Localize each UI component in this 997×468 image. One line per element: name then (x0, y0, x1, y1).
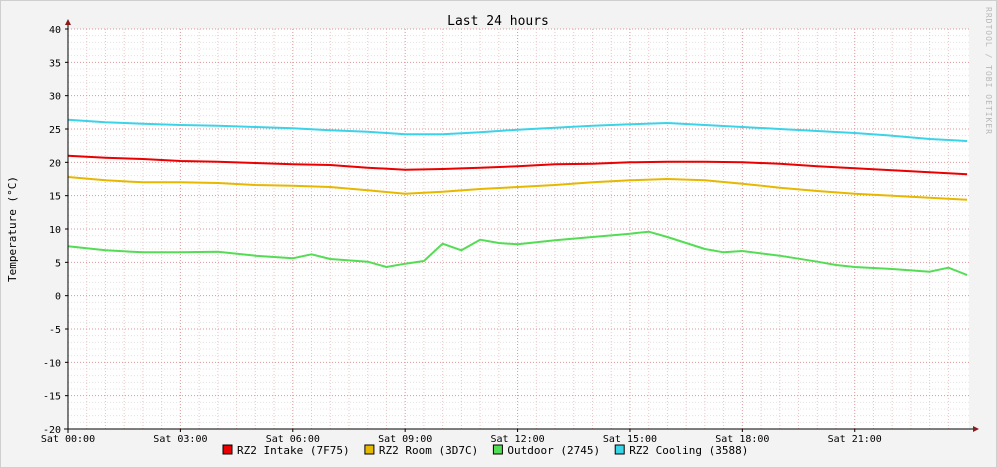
y-axis-label: Temperature (°C) (6, 176, 19, 282)
series-line-4 (67, 118, 968, 142)
legend-label-4: RZ2 Cooling (3588) (629, 444, 748, 457)
y-tick-label: -10 (43, 358, 61, 369)
x-tick-label: Sat 18:00 (715, 434, 769, 445)
y-tick-label: 0 (55, 292, 61, 303)
legend-swatch-2 (364, 444, 375, 455)
series-line-1 (67, 154, 968, 176)
y-tick-label: -15 (43, 392, 61, 403)
y-tick-label: 15 (49, 192, 61, 203)
x-tick-label: Sat 09:00 (378, 434, 432, 445)
x-axis-arrow (973, 426, 979, 432)
y-tick-label: 20 (49, 158, 61, 169)
legend-label-3: Outdoor (2745) (507, 444, 600, 457)
y-tick-label: 30 (49, 92, 61, 103)
x-tick-label: Sat 15:00 (603, 434, 657, 445)
series-line-2 (67, 176, 968, 201)
x-tick-label: Sat 12:00 (490, 434, 544, 445)
legend-swatch-4 (614, 444, 625, 455)
axes (64, 19, 979, 433)
x-tick-label: Sat 00:00 (41, 434, 95, 445)
series-line-3 (67, 230, 968, 276)
x-tick-labels: Sat 00:00 Sat 03:00 Sat 06:00 Sat 09:00 Sat … (41, 434, 882, 445)
legend-label-1: RZ2 Intake (7F75) (237, 444, 350, 457)
y-tick-labels: 40 35 30 25 20 15 10 5 0 -5 -10 -15 -20 (43, 25, 61, 436)
y-tick-label: -5 (49, 325, 61, 336)
x-tick-label: Sat 03:00 (153, 434, 207, 445)
y-tick-label: 25 (49, 125, 61, 136)
y-tick-label: 35 (49, 58, 61, 69)
y-tick-label: -20 (43, 425, 61, 436)
x-tick-label: Sat 21:00 (828, 434, 882, 445)
legend-label-2: RZ2 Room (3D7C) (379, 444, 478, 457)
y-axis-arrow (65, 19, 71, 25)
rrdtool-watermark: RRDTOOL / TOBI OETIKER (984, 7, 993, 135)
y-tick-label: 40 (49, 25, 61, 36)
chart-title: Last 24 hours (447, 14, 549, 29)
y-tick-label: 10 (49, 225, 61, 236)
series-lines (67, 118, 968, 276)
y-tick-label: 5 (55, 258, 61, 269)
legend: RZ2 Intake (7F75) RZ2 Room (3D7C) Outdoor … (222, 444, 748, 457)
x-tick-label: Sat 06:00 (266, 434, 320, 445)
legend-swatch-3 (492, 444, 503, 455)
legend-swatch-1 (222, 444, 233, 455)
grid (67, 28, 969, 430)
